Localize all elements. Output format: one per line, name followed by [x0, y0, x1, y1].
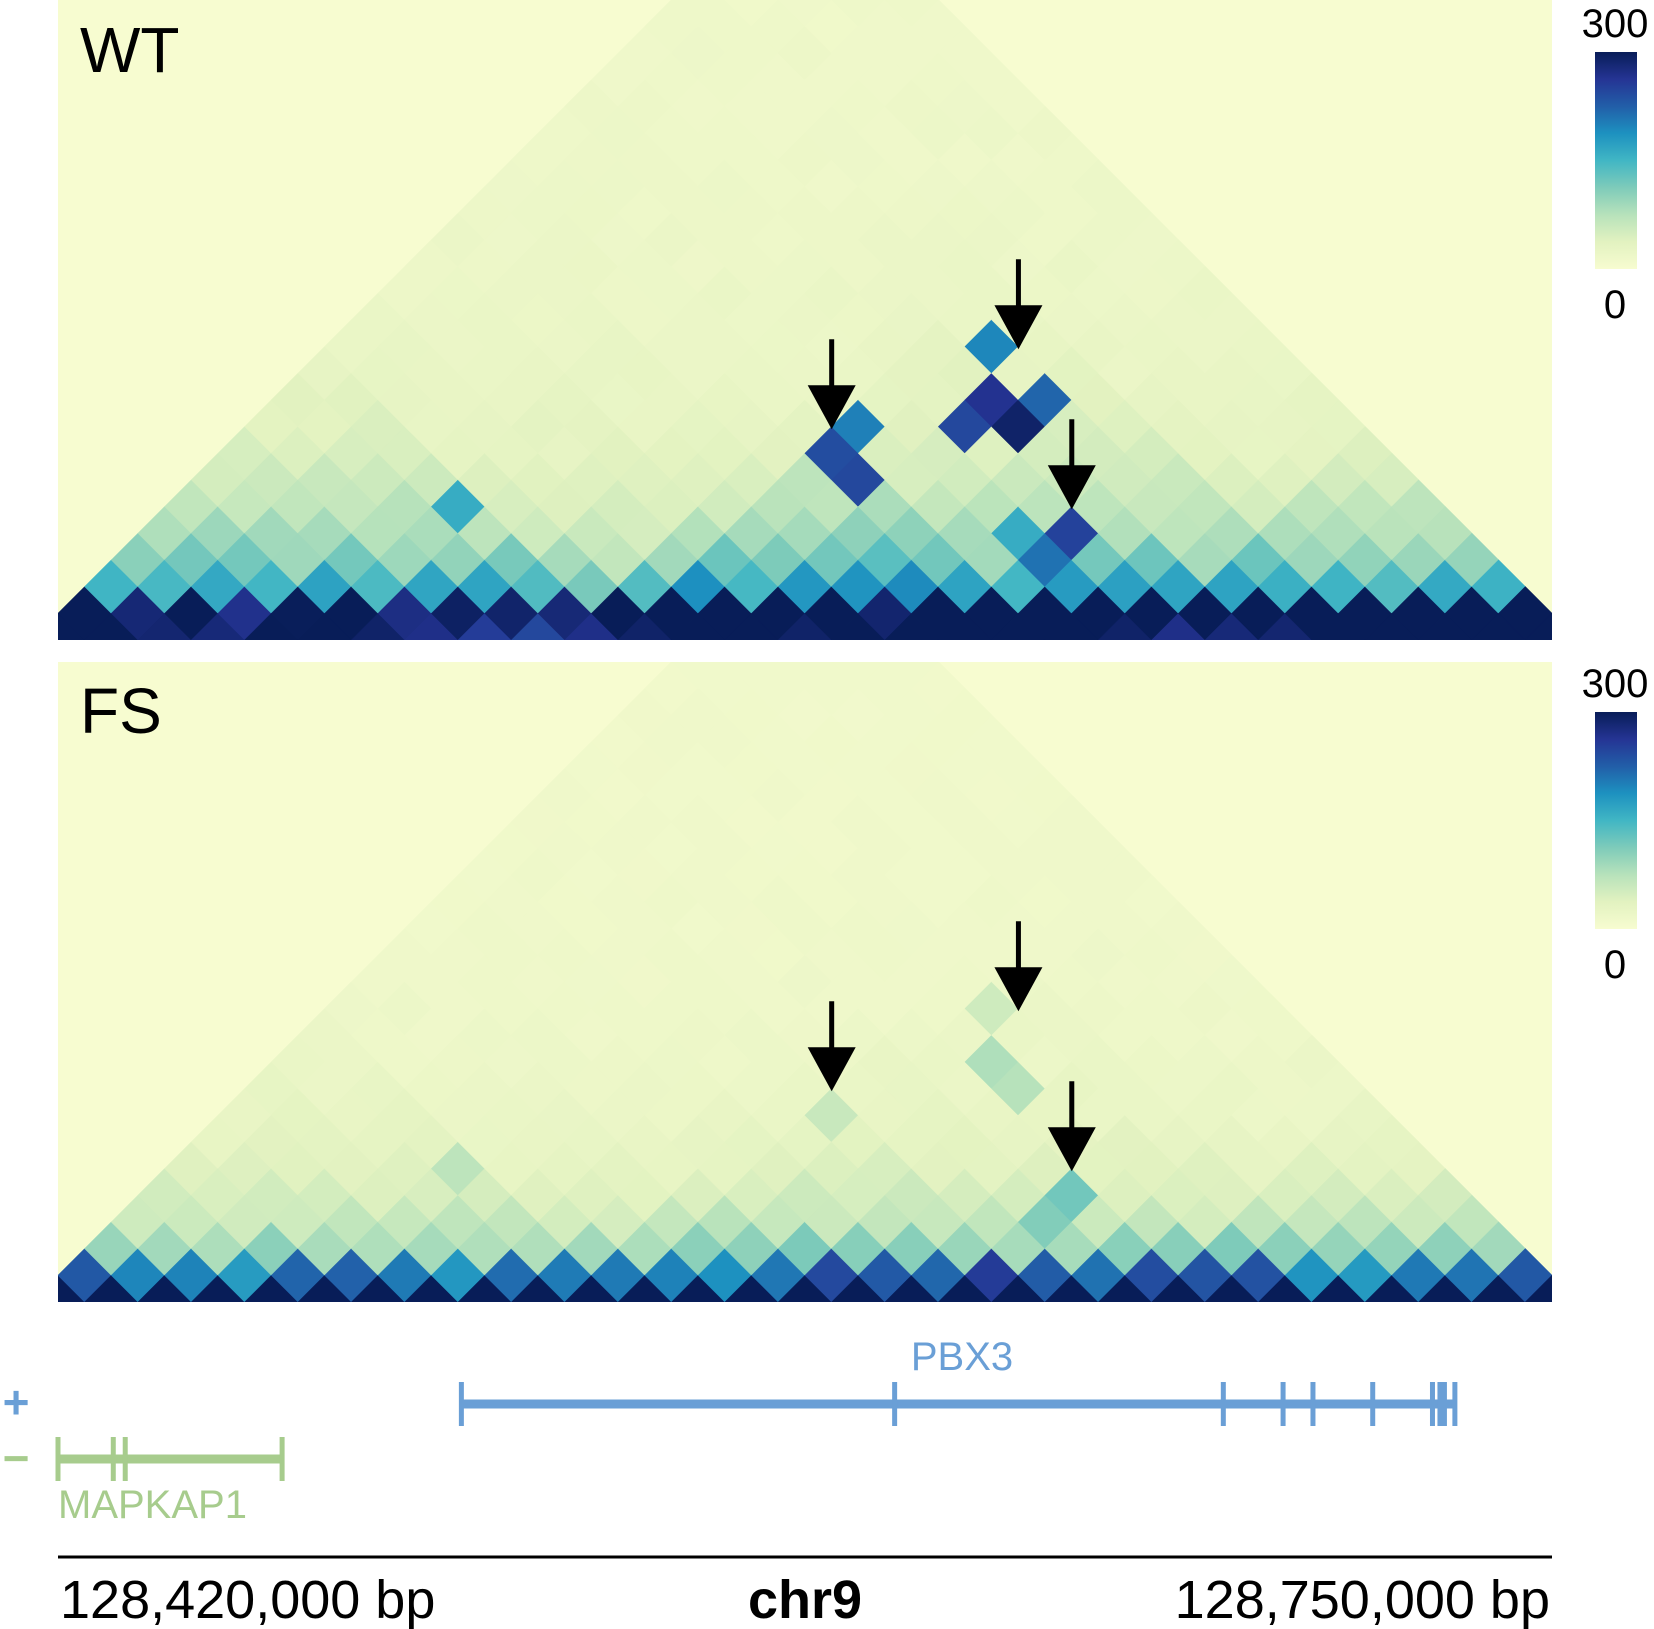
axis-chromosome-label: chr9	[748, 1570, 862, 1629]
plus-strand-label: +	[3, 1376, 30, 1428]
wt-colorbar-min-label: 0	[1604, 283, 1626, 327]
wt-arrow	[1047, 419, 1096, 510]
fs-panel-label: FS	[80, 675, 162, 747]
fs-heatmap-panel: FS	[58, 662, 1552, 1302]
wt-colorbar-max-label: 300	[1582, 2, 1649, 46]
fs-heatmap-cell	[1524, 1274, 1552, 1302]
fs-arrow-head	[994, 967, 1043, 1012]
gene-mapkap1	[55, 1437, 285, 1481]
wt-heatmap-cell	[1498, 586, 1552, 640]
wt-heatmap-cells	[58, 0, 1552, 640]
genomic-axis: 128,420,000 bp chr9 128,750,000 bp	[58, 1555, 1552, 1629]
gene-track: + − PBX3 MAPKAP1	[3, 1335, 1458, 1527]
fs-arrow-head	[807, 1047, 856, 1092]
wt-arrow	[994, 259, 1043, 350]
wt-arrow-annotations	[807, 259, 1096, 510]
wt-panel-label: WT	[80, 14, 180, 86]
fs-colorbar: 300 0	[1582, 662, 1649, 987]
fs-arrow-head	[1047, 1127, 1096, 1172]
wt-arrow-head	[807, 385, 856, 430]
wt-heatmap-panel: WT	[58, 0, 1552, 640]
fs-heatmap-cells	[58, 662, 1552, 1302]
fs-colorbar-gradient	[1595, 712, 1637, 929]
wt-arrow-head	[1047, 465, 1096, 510]
wt-colorbar: 300 0	[1582, 2, 1649, 327]
fs-colorbar-max-label: 300	[1582, 662, 1649, 706]
gene-pbx3	[458, 1382, 1458, 1426]
wt-heatmap-cell	[1524, 612, 1552, 640]
minus-strand-label: −	[3, 1432, 30, 1484]
axis-end-label: 128,750,000 bp	[1175, 1570, 1550, 1629]
fs-arrow	[807, 1001, 856, 1092]
fs-arrow	[994, 921, 1043, 1012]
wt-colorbar-gradient	[1595, 52, 1637, 269]
fs-colorbar-min-label: 0	[1604, 943, 1626, 987]
axis-start-label: 128,420,000 bp	[60, 1570, 435, 1629]
gene-label-pbx3: PBX3	[911, 1335, 1013, 1379]
wt-arrow-head	[994, 305, 1043, 350]
fs-arrow	[1047, 1081, 1096, 1172]
gene-label-mapkap1: MAPKAP1	[58, 1483, 247, 1527]
wt-arrow	[807, 339, 856, 430]
fs-arrow-annotations	[807, 921, 1096, 1172]
fs-heatmap-cell	[1498, 1248, 1552, 1302]
